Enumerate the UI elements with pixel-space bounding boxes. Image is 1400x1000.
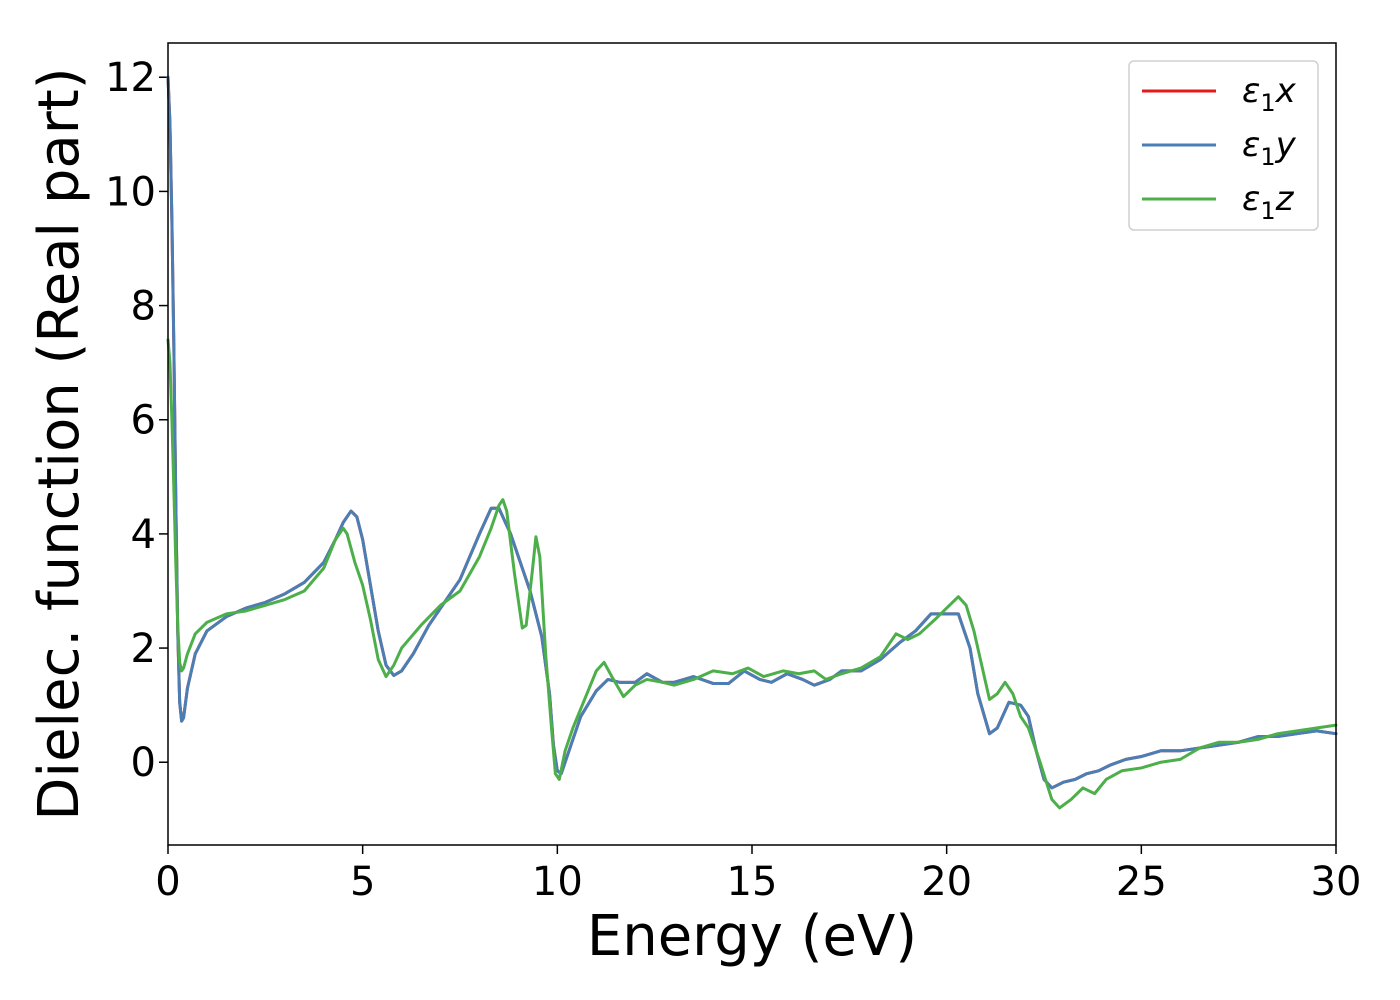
x-axis-label: Energy (eV): [587, 904, 917, 969]
legend-label-x: ε1x: [1242, 71, 1297, 117]
y-tick-label: 10: [105, 169, 156, 215]
legend-label-subscript: 1: [1260, 89, 1275, 117]
x-tick-label: 30: [1311, 859, 1362, 905]
legend-label-suffix: z: [1275, 179, 1295, 219]
legend-label-z: ε1z: [1242, 179, 1295, 225]
legend-label-subscript: 1: [1260, 143, 1275, 171]
y-tick-label: 0: [131, 740, 156, 786]
x-tick-label: 25: [1116, 859, 1167, 905]
plot-frame: [167, 42, 1337, 846]
y-axis-label: Dielec. function (Real part): [27, 67, 92, 820]
x-tick-label: 5: [350, 859, 375, 905]
series-line-y: [166, 75, 1338, 790]
y-tick-label: 12: [105, 55, 156, 101]
legend-label-suffix: x: [1275, 71, 1297, 111]
x-tick-label: 0: [155, 859, 180, 905]
legend-label-suffix: y: [1275, 125, 1297, 165]
y-tick-label: 4: [131, 512, 156, 558]
y-axis-ticks: 0 2 4 6 8 10 12: [105, 55, 168, 786]
legend-label-y: ε1y: [1242, 125, 1297, 171]
series-line-z: [166, 338, 1338, 810]
series-layer: [166, 75, 1338, 810]
x-tick-label: 10: [532, 859, 583, 905]
x-tick-label: 20: [921, 859, 972, 905]
y-tick-label: 8: [131, 284, 156, 330]
legend-label-base: ε: [1242, 71, 1260, 111]
legend-label-subscript: 1: [1260, 197, 1275, 225]
legend-label-base: ε: [1242, 179, 1260, 219]
x-axis-ticks: 0 5 10 15 20 25 30: [155, 845, 1361, 905]
legend-box: [1128, 60, 1319, 231]
legend-label-base: ε: [1242, 125, 1260, 165]
x-tick-label: 15: [727, 859, 778, 905]
y-tick-label: 2: [131, 626, 156, 672]
y-tick-label: 6: [131, 398, 156, 444]
